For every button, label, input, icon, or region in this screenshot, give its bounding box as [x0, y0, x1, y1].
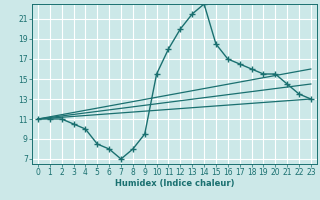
X-axis label: Humidex (Indice chaleur): Humidex (Indice chaleur): [115, 179, 234, 188]
